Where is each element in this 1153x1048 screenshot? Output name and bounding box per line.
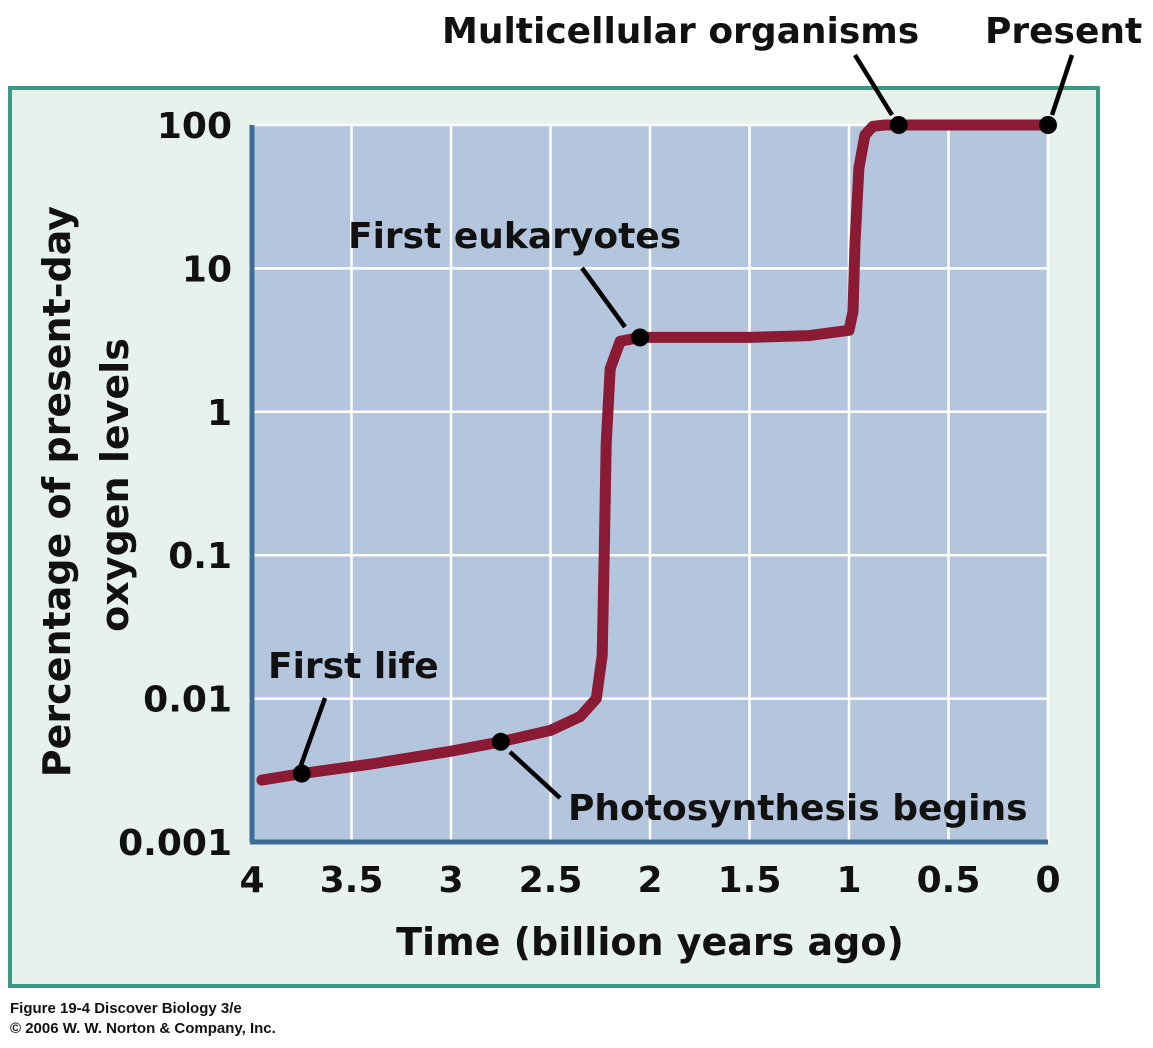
copyright-line: © 2006 W. W. Norton & Company, Inc. [10, 1020, 276, 1037]
annotation-leaders [297, 53, 1075, 800]
x-tick-label: 3 [438, 860, 463, 901]
x-tick-label: 0 [1035, 860, 1060, 901]
event-marker [631, 328, 650, 347]
x-tick-label: 2.5 [519, 860, 583, 901]
y-tick-label: 0.1 [168, 536, 232, 577]
figure-caption: Figure 19-4 Discover Biology 3/e [10, 1000, 242, 1017]
event-label: Multicellular organisms [442, 11, 919, 52]
event-marker [491, 732, 510, 751]
x-tick-label: 1 [836, 860, 861, 901]
leader-line [580, 266, 627, 329]
event-label: First life [268, 646, 439, 687]
x-axis-label: Time (billion years ago) [396, 920, 904, 964]
x-tick-label: 0.5 [917, 860, 981, 901]
y-tick-label: 10 [182, 249, 232, 290]
axes [249, 125, 1048, 845]
y-tick-label: 100 [157, 106, 232, 147]
event-marker [292, 764, 311, 783]
leader-line [297, 697, 328, 769]
event-label: Photosynthesis begins [568, 788, 1028, 829]
y-axis-label: Percentage of present-day oxygen levels [35, 193, 137, 777]
event-markers [292, 116, 1057, 783]
y-tick-label: 0.001 [118, 823, 232, 864]
y-tick-labels: 0.001 0.01 0.1 1 10 100 [118, 106, 232, 864]
y-tick-label: 1 [207, 393, 232, 434]
event-marker [889, 116, 908, 134]
event-label: Present [985, 11, 1142, 52]
leader-line [1049, 54, 1075, 116]
event-marker [1039, 116, 1057, 134]
y-axis-label-line2: oxygen levels [93, 338, 137, 632]
x-tick-label: 4 [239, 860, 264, 901]
event-label: First eukaryotes [348, 216, 681, 257]
x-tick-label: 1.5 [718, 860, 782, 901]
x-tick-labels: 4 3.5 3 2.5 2 1.5 1 0.5 0 [239, 860, 1060, 901]
x-tick-label: 2 [637, 860, 662, 901]
leader-line [508, 750, 562, 800]
gridlines [252, 123, 1050, 842]
y-tick-label: 0.01 [143, 680, 232, 721]
oxygen-curve [256, 119, 1054, 786]
x-tick-label: 3.5 [320, 860, 384, 901]
leader-line [853, 53, 894, 117]
y-axis-label-line1: Percentage of present-day [35, 206, 79, 777]
event-labels: First life Photosynthesis begins First euk… [268, 11, 1142, 829]
